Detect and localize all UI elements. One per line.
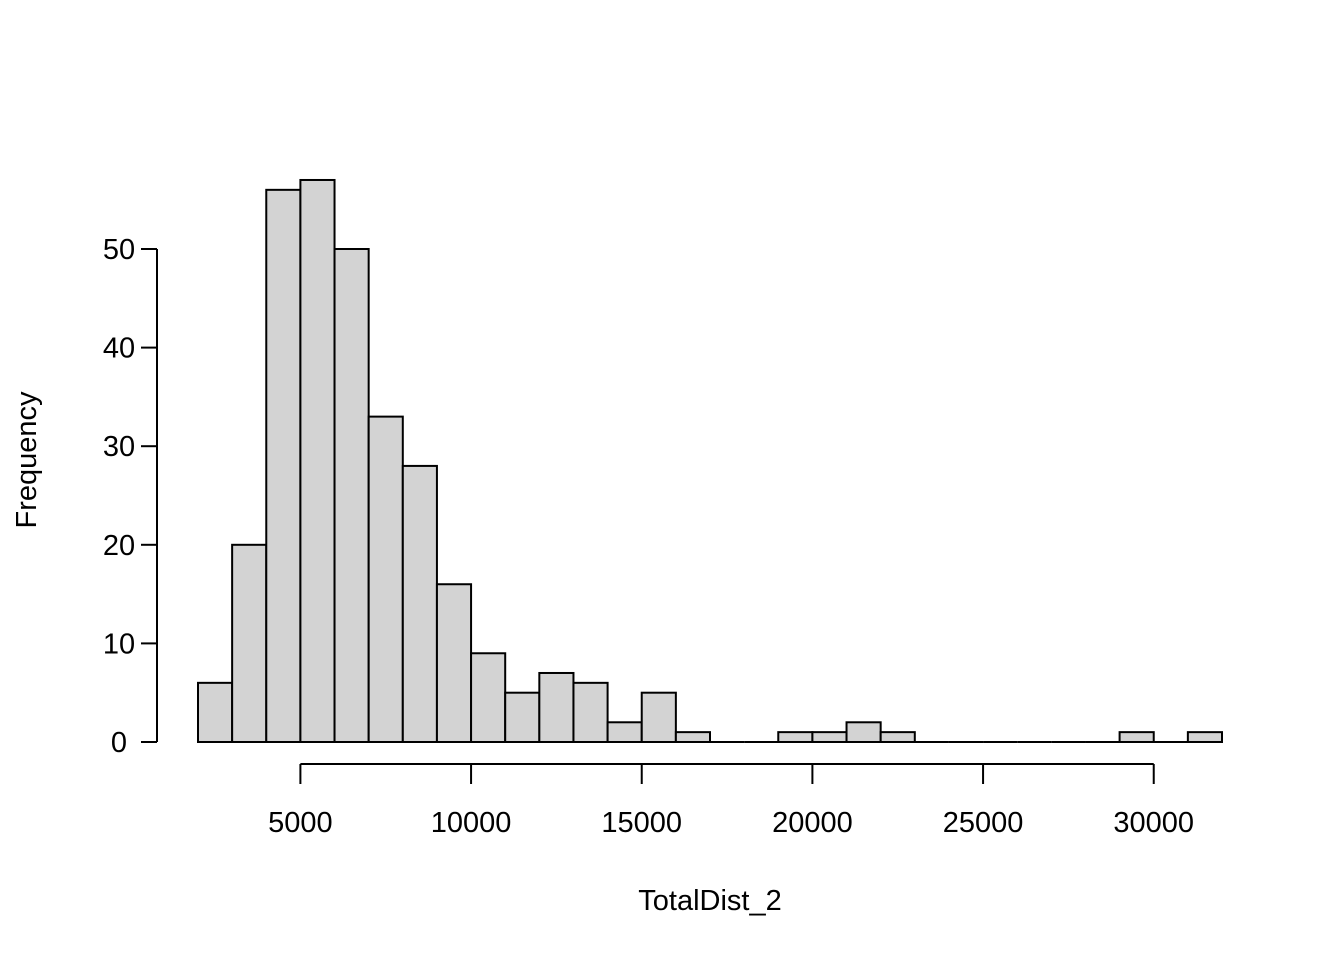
histogram-bar xyxy=(1186,731,1224,744)
histogram-bar xyxy=(572,681,609,744)
x-axis-title: TotalDist_2 xyxy=(638,885,781,917)
histogram-bar xyxy=(435,583,473,743)
y-axis: 0 10 20 30 40 50 xyxy=(103,234,158,759)
y-tick-label: 0 xyxy=(111,727,127,759)
y-tick-label: 40 xyxy=(103,333,135,365)
histogram-bar xyxy=(674,731,711,744)
histogram-bar xyxy=(401,464,438,743)
histogram-bar xyxy=(777,731,814,744)
histogram-bars xyxy=(197,178,1224,744)
histogram-bar xyxy=(197,681,234,744)
histogram-bar xyxy=(538,671,575,743)
histogram-bar xyxy=(231,543,268,743)
histogram-bar xyxy=(367,415,404,743)
histogram-bar xyxy=(504,691,541,744)
x-tick-label: 10000 xyxy=(431,807,512,839)
x-tick-label: 5000 xyxy=(268,807,333,839)
histogram-bar xyxy=(265,188,302,743)
x-axis: 5000 10000 15000 20000 25000 30000 xyxy=(268,763,1194,839)
histogram-bar xyxy=(299,178,336,744)
y-tick-label: 50 xyxy=(103,234,135,266)
histogram-bar xyxy=(1118,731,1155,744)
x-tick-label: 30000 xyxy=(1113,807,1194,839)
x-tick-label: 25000 xyxy=(943,807,1024,839)
y-tick-label: 10 xyxy=(103,628,135,660)
y-axis-title: Frequency xyxy=(11,391,43,529)
histogram-bar xyxy=(845,721,882,744)
histogram-bar xyxy=(333,248,370,743)
histogram-bar xyxy=(640,691,677,744)
histogram-bar xyxy=(470,652,507,744)
y-tick-label: 20 xyxy=(103,530,135,562)
histogram-bar xyxy=(879,731,916,744)
x-tick-label: 20000 xyxy=(772,807,853,839)
x-tick-label: 15000 xyxy=(601,807,682,839)
histogram-bar xyxy=(811,731,848,744)
histogram-bar xyxy=(606,721,643,744)
y-tick-label: 30 xyxy=(103,431,135,463)
